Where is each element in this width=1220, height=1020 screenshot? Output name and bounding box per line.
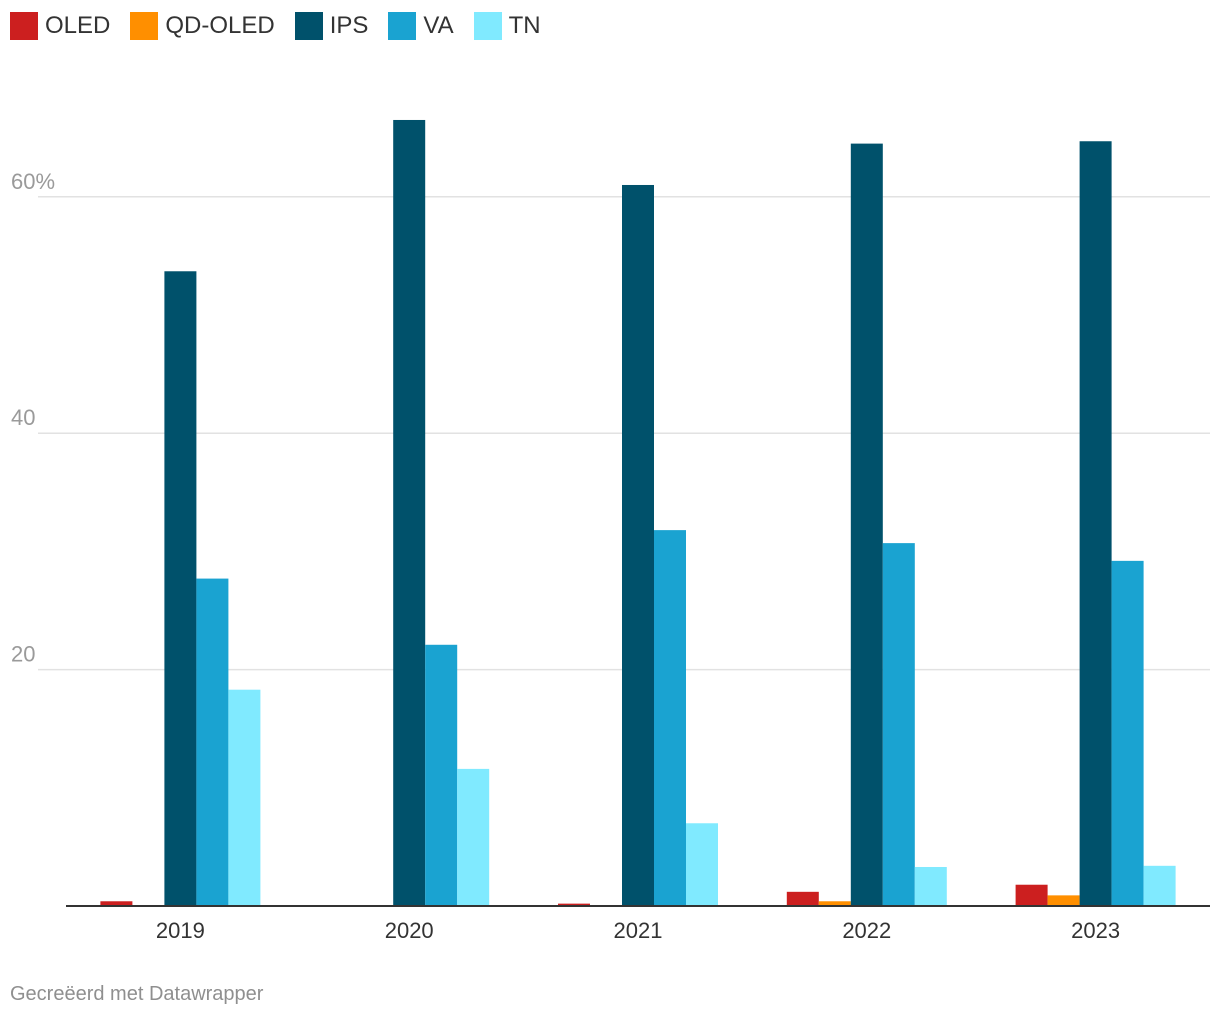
bar-qd-oled-2022 <box>818 901 851 906</box>
bar-va-2022 <box>882 543 915 906</box>
legend-swatch-oled <box>10 12 38 40</box>
x-tick-label-2021: 2021 <box>614 918 663 943</box>
x-tick-label-2019: 2019 <box>156 918 205 943</box>
x-tick-label-2022: 2022 <box>842 918 891 943</box>
bar-va-2023 <box>1111 560 1144 906</box>
legend-item-oled: OLED <box>10 12 110 40</box>
grouped-bar-chart: 20 40 60% 2019 2020 2021 2022 2023 <box>11 119 1210 943</box>
bar-ips-2021 <box>622 184 654 907</box>
y-tick-label-60: 60% <box>11 169 55 194</box>
legend-item-ips: IPS <box>294 12 369 40</box>
bar-oled-2019 <box>100 901 133 906</box>
bar-ips-2022 <box>850 143 883 907</box>
credit-text: Gecreëerd met Datawrapper <box>10 983 264 1005</box>
bar-ips-2020 <box>393 119 426 907</box>
legend-label-va: VA <box>423 12 454 39</box>
legend-label-qd-oled: QD-OLED <box>165 12 275 39</box>
bar-oled-2022 <box>786 891 819 906</box>
legend-label-ips: IPS <box>329 12 369 39</box>
bar-tn-2020 <box>457 768 490 906</box>
legend-label-oled: OLED <box>45 12 111 39</box>
legend-item-tn: TN <box>473 12 541 40</box>
bar-va-2019 <box>196 578 229 906</box>
legend-swatch-va <box>388 12 417 40</box>
x-tick-label-2023: 2023 <box>1071 918 1120 943</box>
bar-oled-2021 <box>558 903 590 906</box>
bar-ips-2023 <box>1079 141 1112 907</box>
y-tick-label-20: 20 <box>11 642 35 667</box>
x-tick-label-2020: 2020 <box>385 918 434 943</box>
bar-tn-2022 <box>914 866 947 906</box>
bar-qd-oled-2023 <box>1047 895 1080 906</box>
legend-label-tn: TN <box>508 12 541 39</box>
bar-tn-2019 <box>228 689 261 906</box>
y-tick-label-40: 40 <box>11 405 35 430</box>
chart-legend: OLED QD-OLED IPS VA TN <box>10 12 561 40</box>
bar-va-2020 <box>425 644 458 906</box>
bar-tn-2021 <box>686 823 718 906</box>
bar-tn-2023 <box>1143 865 1176 906</box>
legend-item-va: VA <box>388 12 454 40</box>
bar-ips-2019 <box>164 271 197 906</box>
legend-swatch-ips <box>294 12 323 40</box>
bar-oled-2023 <box>1015 884 1048 906</box>
bar-va-2021 <box>654 530 686 906</box>
legend-item-qd-oled: QD-OLED <box>130 12 275 40</box>
legend-swatch-tn <box>473 12 502 40</box>
legend-swatch-qd-oled <box>130 12 159 40</box>
